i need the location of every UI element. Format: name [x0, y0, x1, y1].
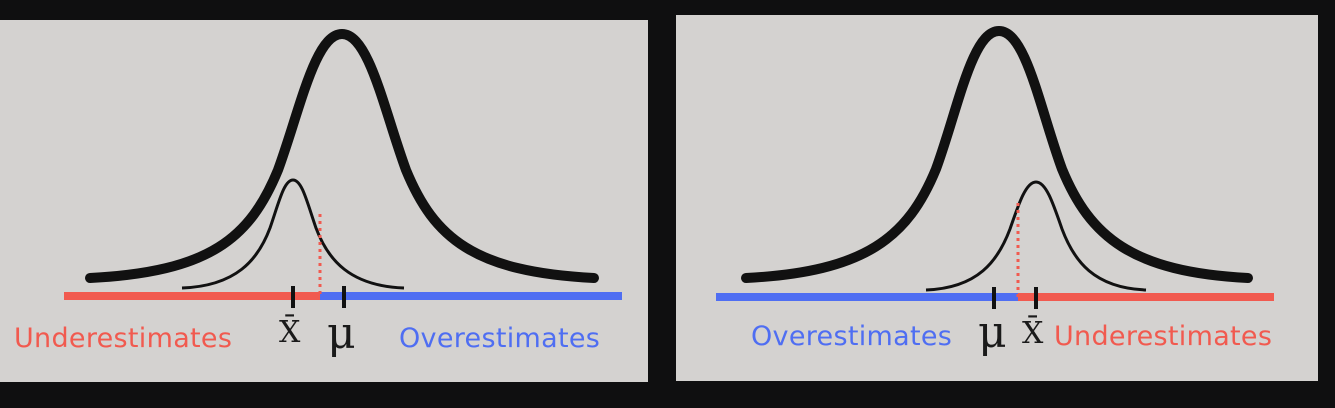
population-curve — [746, 31, 1248, 278]
left-panel: Underestimates Overestimates X̄ μ — [0, 20, 648, 382]
right-underestimates-label: Underestimates — [1054, 321, 1272, 352]
right-overestimates-label: Overestimates — [751, 321, 952, 352]
left-sample-mean-symbol: X̄ — [279, 318, 300, 348]
right-sample-mean-symbol: X̄ — [1022, 319, 1043, 349]
left-overestimates-label: Overestimates — [399, 323, 600, 354]
right-panel: Overestimates μ X̄ Underestimates — [676, 15, 1318, 381]
left-population-mean-symbol: μ — [327, 312, 356, 356]
sample-curve — [182, 180, 404, 288]
left-underestimates-label: Underestimates — [14, 323, 232, 354]
right-population-mean-symbol: μ — [978, 311, 1007, 355]
population-curve — [90, 34, 594, 278]
